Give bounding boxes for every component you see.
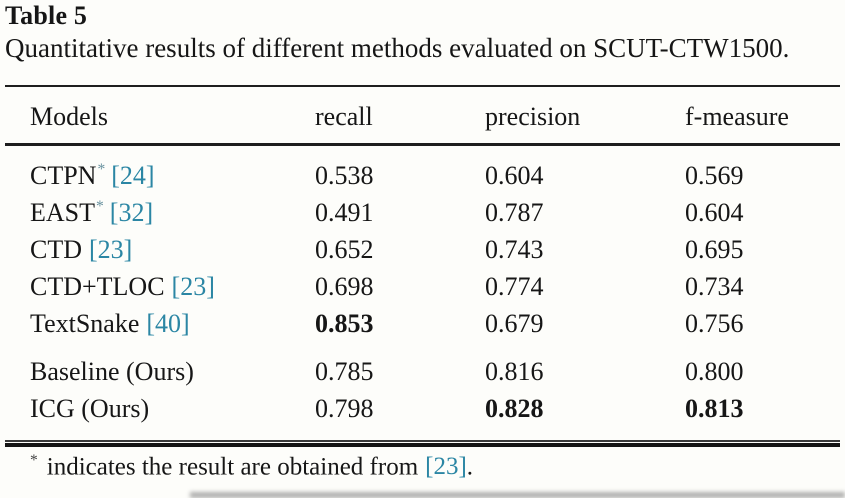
precision-value: 0.816 [485,356,544,386]
model-name: TextSnake [30,308,140,338]
citation-link[interactable]: [23] [89,234,133,264]
fmeasure-value: 0.569 [685,160,744,190]
table-row: CTPN* [24] 0.538 0.604 0.569 [5,157,840,194]
model-name-cell: CTD [23] [30,235,315,265]
recall-value: 0.652 [315,234,374,264]
column-header-precision: precision [485,102,581,131]
recall-value: 0.538 [315,160,374,190]
model-name: CTPN [30,160,97,190]
column-header-fmeasure: f-measure [685,102,789,131]
column-header-models: Models [30,102,108,131]
precision-value: 0.787 [485,197,544,227]
citation-link[interactable]: [40] [146,308,190,338]
column-header-recall: recall [315,102,373,131]
table-header-row: Models recall precision f-measure [5,97,840,137]
precision-value: 0.679 [485,308,544,338]
precision-value: 0.774 [485,271,544,301]
model-name-cell: Baseline (Ours) [30,357,315,387]
model-name: Baseline (Ours) [30,356,194,386]
model-name: CTD [30,234,82,264]
fmeasure-value: 0.756 [685,308,744,338]
recall-value: 0.798 [315,393,374,423]
fmeasure-value: 0.813 [685,393,744,423]
table-caption: Quantitative results of different method… [5,33,790,63]
table-row: EAST* [32] 0.491 0.787 0.604 [5,194,840,231]
footnote-marker: * [30,452,38,469]
page-edge-artifact [190,492,845,498]
citation-link[interactable]: [23] [425,453,467,481]
table-header-rule [5,143,840,146]
model-name: CTD+TLOC [30,271,165,301]
table-row: CTD [23] 0.652 0.743 0.695 [5,231,840,268]
model-name-cell: TextSnake [40] [30,309,315,339]
table-top-rule [5,85,840,87]
recall-value: 0.853 [315,308,374,338]
fmeasure-value: 0.800 [685,356,744,386]
table-row: ICG (Ours) 0.798 0.828 0.813 [5,390,840,427]
citation-link[interactable]: [24] [111,160,155,190]
table-body-our-methods: Baseline (Ours) 0.785 0.816 0.800 ICG (O… [5,353,840,427]
footnote-marker: * [96,197,104,215]
model-name-cell: ICG (Ours) [30,394,315,424]
citation-link[interactable]: [32] [109,197,154,227]
precision-value: 0.743 [485,234,544,264]
precision-value: 0.828 [485,393,544,423]
model-name-cell: CTPN* [24] [30,161,315,191]
table-row: TextSnake [40] 0.853 0.679 0.756 [5,305,840,342]
fmeasure-value: 0.604 [685,197,744,227]
table-row: Baseline (Ours) 0.785 0.816 0.800 [5,353,840,390]
recall-value: 0.491 [315,197,374,227]
table-footnote: * indicates the result are obtained from[… [5,452,840,481]
model-name-cell: EAST* [32] [30,198,315,228]
footnote-text: indicates the result are obtained from [46,453,419,481]
precision-value: 0.604 [485,160,544,190]
model-name: ICG (Ours) [30,393,150,423]
recall-value: 0.785 [315,356,374,386]
table-body-compared-methods: CTPN* [24] 0.538 0.604 0.569 EAST* [32] 0.… [5,157,840,342]
fmeasure-value: 0.695 [685,234,744,264]
fmeasure-value: 0.734 [685,271,744,301]
table-label: Table 5 [5,1,88,30]
footnote-period: . [466,453,474,481]
model-name: EAST [30,197,95,227]
table-row: CTD+TLOC [23] 0.698 0.774 0.734 [5,268,840,305]
citation-link[interactable]: [23] [171,271,215,301]
model-name-cell: CTD+TLOC [23] [30,272,315,302]
recall-value: 0.698 [315,271,374,301]
footnote-marker: * [97,160,106,178]
table-bottom-rule [5,440,840,447]
